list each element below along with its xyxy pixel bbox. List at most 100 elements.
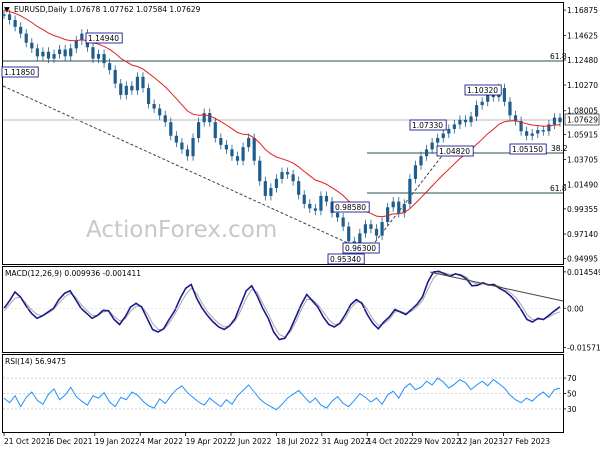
price-candle bbox=[424, 149, 429, 157]
price-candle bbox=[30, 42, 34, 49]
price-candle bbox=[24, 33, 28, 43]
x-tick-label: 21 Oct 2021 bbox=[4, 437, 51, 446]
rsi-series-group bbox=[3, 377, 563, 411]
price-annotation-box bbox=[409, 119, 447, 131]
macd-trendline bbox=[429, 271, 564, 302]
price-candle bbox=[458, 119, 462, 125]
price-annotation-box bbox=[332, 201, 370, 213]
price-candle bbox=[519, 121, 523, 132]
price-candle bbox=[369, 224, 373, 229]
price-candle bbox=[558, 117, 562, 123]
fib-label-618-lower: 61.8 bbox=[550, 184, 567, 193]
price-candle bbox=[530, 133, 534, 136]
price-candle bbox=[197, 122, 201, 139]
price-candle bbox=[447, 128, 451, 134]
price-candle bbox=[41, 51, 45, 57]
price-candle bbox=[319, 195, 323, 211]
price-candle bbox=[413, 165, 418, 179]
price-candle bbox=[552, 117, 557, 125]
price-candle bbox=[285, 172, 290, 175]
price-candle bbox=[152, 103, 156, 109]
x-tick-label: 4 Mar 2022 bbox=[140, 437, 183, 446]
price-candle bbox=[219, 138, 223, 145]
price-annotation-box bbox=[436, 145, 474, 157]
price-candle bbox=[408, 178, 412, 204]
price-candle bbox=[280, 172, 284, 179]
price-candle bbox=[297, 181, 301, 195]
price-y-tick-label: 0.97140 bbox=[567, 230, 598, 239]
price-y-tick-label: 0.94995 bbox=[567, 254, 598, 263]
price-candle bbox=[174, 135, 178, 143]
price-candle bbox=[302, 194, 306, 204]
price-candle bbox=[330, 201, 334, 213]
price-candle bbox=[146, 88, 151, 104]
price-candle bbox=[541, 130, 545, 132]
x-tick-label: 19 Apr 2022 bbox=[186, 437, 233, 446]
x-axis: 21 Oct 2021 6 Dec 2021 19 Jan 2022 4 Mar 20… bbox=[3, 432, 550, 446]
price-candle bbox=[380, 222, 384, 236]
price-candle bbox=[108, 63, 112, 70]
price-candle bbox=[419, 156, 423, 166]
current-price-label: 1.07629 bbox=[567, 116, 598, 125]
price-candle bbox=[374, 228, 379, 236]
price-candle bbox=[525, 131, 529, 136]
price-candle bbox=[391, 201, 395, 208]
rsi-line bbox=[3, 377, 561, 411]
fib-label-382: 38.2 bbox=[551, 144, 568, 153]
price-y-tick-label: 1.03705 bbox=[567, 156, 598, 165]
price-candle bbox=[402, 203, 406, 213]
price-annotation-box bbox=[342, 242, 380, 254]
price-y-tick-label: 1.01490 bbox=[567, 181, 598, 190]
price-annotation: 1.04820 bbox=[439, 147, 470, 156]
price-annotation-box bbox=[464, 84, 502, 96]
price-candle bbox=[452, 124, 456, 129]
price-candle bbox=[247, 138, 251, 148]
symbol-header: EURUSD,Daily 1.07678 1.07762 1.07584 1.0… bbox=[14, 5, 201, 14]
price-candle bbox=[508, 101, 512, 116]
macd-y-tick-label: 0.014549 bbox=[567, 268, 600, 277]
price-candle bbox=[52, 54, 56, 59]
price-candle bbox=[208, 113, 212, 123]
rsi-y-axis: 70 50 30 bbox=[563, 374, 577, 414]
price-candle bbox=[191, 138, 195, 157]
price-candle bbox=[463, 119, 468, 123]
x-tick-label: 31 Aug 2022 bbox=[322, 437, 370, 446]
x-tick-label: 29 Nov 2022 bbox=[413, 437, 461, 446]
x-tick-label: 18 Jul 2022 bbox=[276, 437, 319, 446]
price-candle bbox=[230, 149, 234, 157]
price-y-tick-label: 1.12480 bbox=[567, 56, 598, 65]
x-tick-label: 19 Jan 2022 bbox=[95, 437, 140, 446]
price-annotation-box bbox=[85, 32, 123, 44]
price-candle bbox=[397, 201, 401, 213]
x-tick-label: 14 Oct 2022 bbox=[367, 437, 414, 446]
price-candle bbox=[347, 226, 351, 242]
price-candle bbox=[202, 113, 206, 123]
price-candle bbox=[141, 76, 145, 89]
price-candle bbox=[441, 133, 445, 139]
price-candle bbox=[536, 130, 540, 134]
price-annotation-box bbox=[509, 143, 547, 155]
price-annotations: 1.14940 1.11850 1.10320 1.07330 1.04820 1.051… bbox=[1, 32, 547, 265]
price-y-tick-label: 1.10270 bbox=[567, 81, 598, 90]
price-candle bbox=[35, 48, 39, 57]
price-candle bbox=[135, 76, 140, 91]
price-candle bbox=[308, 203, 312, 209]
watermark: ActionForex.com bbox=[86, 217, 277, 243]
x-tick-label: 27 Feb 2023 bbox=[503, 437, 550, 446]
macd-y-axis: 0.014549 0.00 -0.015712 bbox=[3, 268, 600, 353]
price-candle bbox=[324, 195, 329, 202]
price-candle bbox=[74, 40, 78, 49]
price-candle bbox=[96, 54, 101, 59]
price-candle bbox=[358, 233, 362, 245]
price-candle bbox=[163, 115, 167, 123]
macd-y-tick-label: -0.015712 bbox=[567, 344, 600, 353]
price-annotation: 1.05150 bbox=[512, 145, 543, 154]
price-candle bbox=[469, 116, 473, 123]
x-tick-label: 6 Dec 2021 bbox=[49, 437, 92, 446]
price-candle bbox=[291, 174, 295, 182]
price-candle bbox=[7, 14, 12, 21]
price-candle bbox=[91, 47, 95, 59]
price-candle bbox=[180, 142, 184, 150]
price-candle bbox=[63, 49, 67, 57]
